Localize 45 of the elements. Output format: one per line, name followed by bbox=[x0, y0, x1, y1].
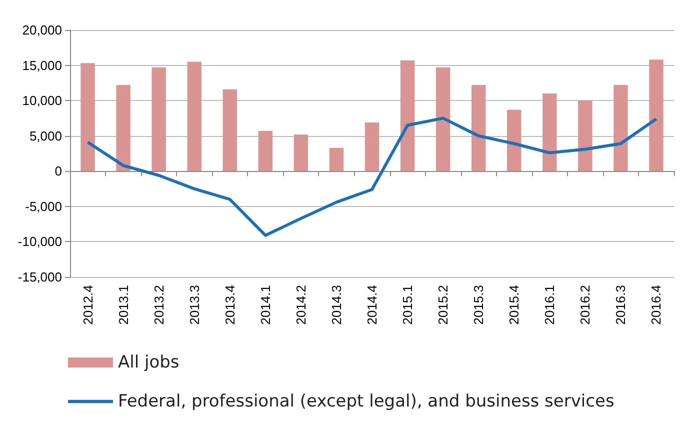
x-tick-label: 2013.1 bbox=[116, 285, 131, 325]
bar bbox=[614, 85, 628, 172]
x-tick-label: 2014.2 bbox=[293, 285, 308, 325]
line-series bbox=[86, 116, 658, 237]
bar bbox=[471, 85, 486, 172]
bar bbox=[400, 60, 415, 172]
y-tick-label: 15,000 bbox=[22, 58, 62, 73]
x-tick-label: 2016.1 bbox=[542, 285, 558, 325]
bar bbox=[436, 67, 450, 172]
x-tick-label: 2014.4 bbox=[364, 285, 380, 325]
y-tick-label: -15,000 bbox=[18, 270, 62, 284]
legend-label: Federal, professional (except legal), and business services bbox=[118, 392, 614, 412]
y-tick-label: 5,000 bbox=[29, 128, 62, 144]
bar bbox=[222, 89, 237, 172]
bar bbox=[258, 130, 273, 172]
x-tick-label: 2013.4 bbox=[222, 285, 238, 325]
x-tick-label: 2015.2 bbox=[436, 285, 451, 325]
x-tick-label: 2014.1 bbox=[258, 285, 273, 325]
x-tick-label: 2013.2 bbox=[151, 285, 166, 325]
bar bbox=[329, 148, 344, 172]
x-tick-label: 2016.2 bbox=[578, 285, 593, 325]
bar bbox=[152, 67, 166, 172]
y-tick-label: 10,000 bbox=[22, 93, 62, 108]
y-tick-label: -10,000 bbox=[18, 234, 62, 250]
bar bbox=[507, 110, 522, 172]
bar bbox=[542, 94, 557, 172]
y-tick-label: 0 bbox=[54, 164, 62, 179]
bar bbox=[649, 60, 664, 172]
legend-label: All jobs bbox=[118, 352, 180, 372]
bar bbox=[116, 85, 130, 172]
x-tick-label: 2016.4 bbox=[648, 285, 664, 325]
x-tick-label: 2016.3 bbox=[613, 285, 628, 325]
x-tick-label: 2015.4 bbox=[506, 285, 522, 325]
bar bbox=[294, 134, 308, 172]
y-tick-label: -5,000 bbox=[25, 198, 62, 214]
x-tick-label: 2015.3 bbox=[471, 285, 486, 325]
bar bbox=[80, 63, 95, 172]
x-tick-label: 2012.4 bbox=[80, 285, 96, 325]
bar bbox=[364, 122, 380, 172]
bar bbox=[578, 100, 592, 172]
x-tick-label: 2015.1 bbox=[400, 285, 416, 325]
bar bbox=[187, 62, 202, 172]
x-tick-label: 2014.3 bbox=[328, 285, 344, 325]
x-tick-label: 2013.3 bbox=[186, 285, 202, 325]
y-tick-label: 20,000 bbox=[22, 22, 62, 38]
